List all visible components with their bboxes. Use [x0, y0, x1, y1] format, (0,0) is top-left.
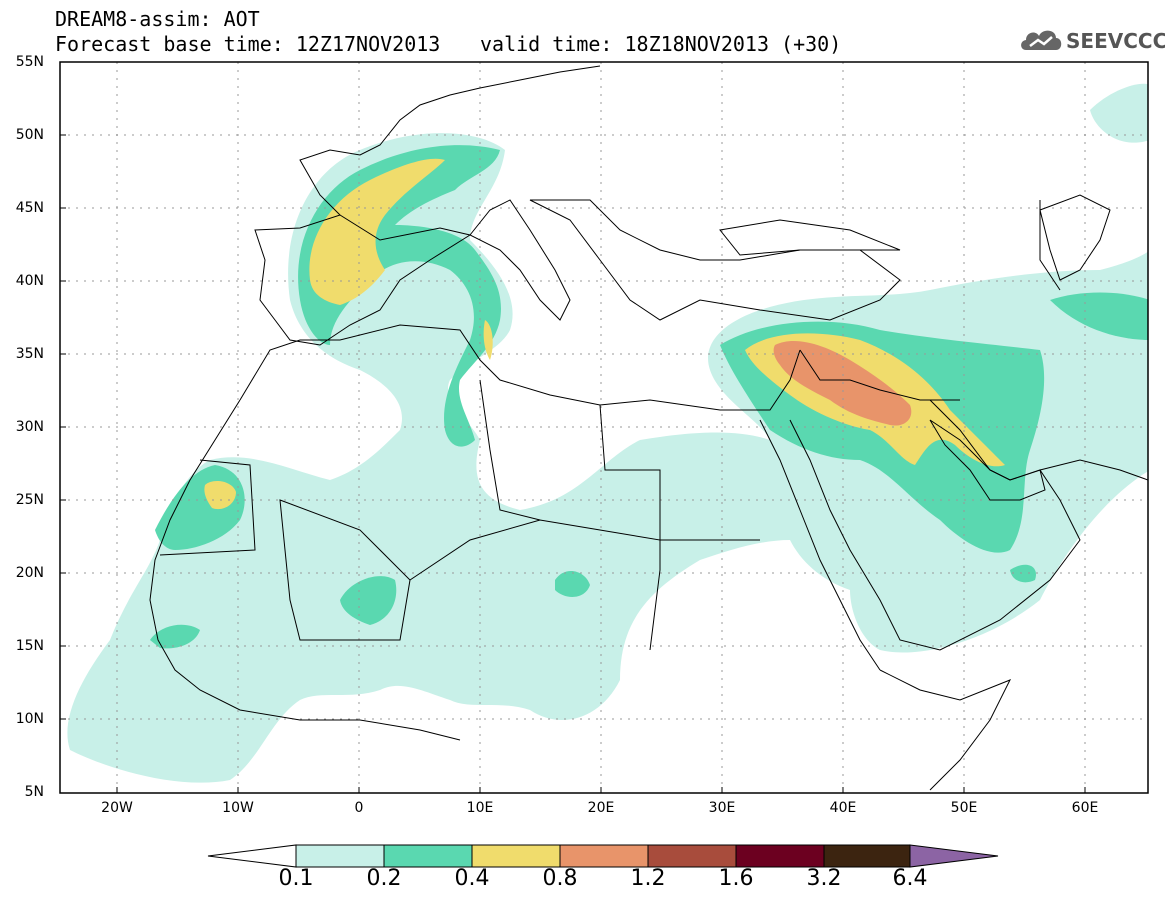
graticule — [60, 62, 1148, 793]
lat-label: 20N — [15, 565, 44, 581]
colorbar-bin-3 — [471, 844, 561, 868]
aot-fields — [67, 83, 1148, 783]
lat-label: 15N — [15, 638, 44, 654]
lon-label: 10W — [222, 800, 254, 816]
lon-label: 10E — [466, 800, 494, 816]
lat-label: 25N — [15, 492, 44, 508]
cloud-icon — [1021, 30, 1062, 50]
map-title: DREAM8-assim: AOT — [55, 7, 260, 31]
colorbar-label: 0.8 — [542, 866, 578, 891]
colorbar-under — [207, 844, 297, 868]
coastlines — [149, 65, 1148, 791]
colorbar-label: 0.1 — [278, 866, 314, 891]
seevccc-logo: SEEVCCC — [1018, 24, 1165, 56]
lon-label: 20W — [101, 800, 133, 816]
colorbar-label: 3.2 — [806, 866, 842, 891]
tick-marks — [60, 134, 1086, 793]
colorbar-bin-1 — [295, 844, 385, 868]
colorbar-bin-7 — [823, 844, 911, 868]
lon-label: 60E — [1071, 800, 1099, 816]
colorbar — [207, 844, 999, 868]
lon-label: 0 — [354, 800, 364, 816]
lat-label: 10N — [15, 711, 44, 727]
base-time: Forecast base time: 12Z17NOV2013 — [55, 32, 441, 56]
lat-label: 45N — [15, 200, 44, 216]
colorbar-label: 1.2 — [630, 866, 666, 891]
valid-time: valid time: 18Z18NOV2013 (+30) — [480, 32, 842, 56]
lat-label: 30N — [15, 419, 44, 435]
lon-label: 40E — [829, 800, 857, 816]
logo-text: SEEVCCC — [1066, 29, 1165, 53]
lat-label: 50N — [15, 127, 44, 143]
lon-label: 20E — [587, 800, 615, 816]
lat-label: 35N — [15, 346, 44, 362]
lat-label: 5N — [24, 784, 44, 800]
colorbar-label: 6.4 — [892, 866, 928, 891]
lat-label: 55N — [15, 54, 44, 70]
colorbar-bin-5 — [647, 844, 737, 868]
colorbar-label: 0.4 — [454, 866, 490, 891]
colorbar-bin-2 — [383, 844, 473, 868]
colorbar-bin-6 — [735, 844, 825, 868]
colorbar-label: 0.2 — [366, 866, 402, 891]
colorbar-label: 1.6 — [718, 866, 754, 891]
lat-label: 40N — [15, 273, 44, 289]
lon-label: 50E — [950, 800, 978, 816]
colorbar-over — [909, 844, 999, 868]
colorbar-bin-4 — [559, 844, 649, 868]
lon-label: 30E — [708, 800, 736, 816]
